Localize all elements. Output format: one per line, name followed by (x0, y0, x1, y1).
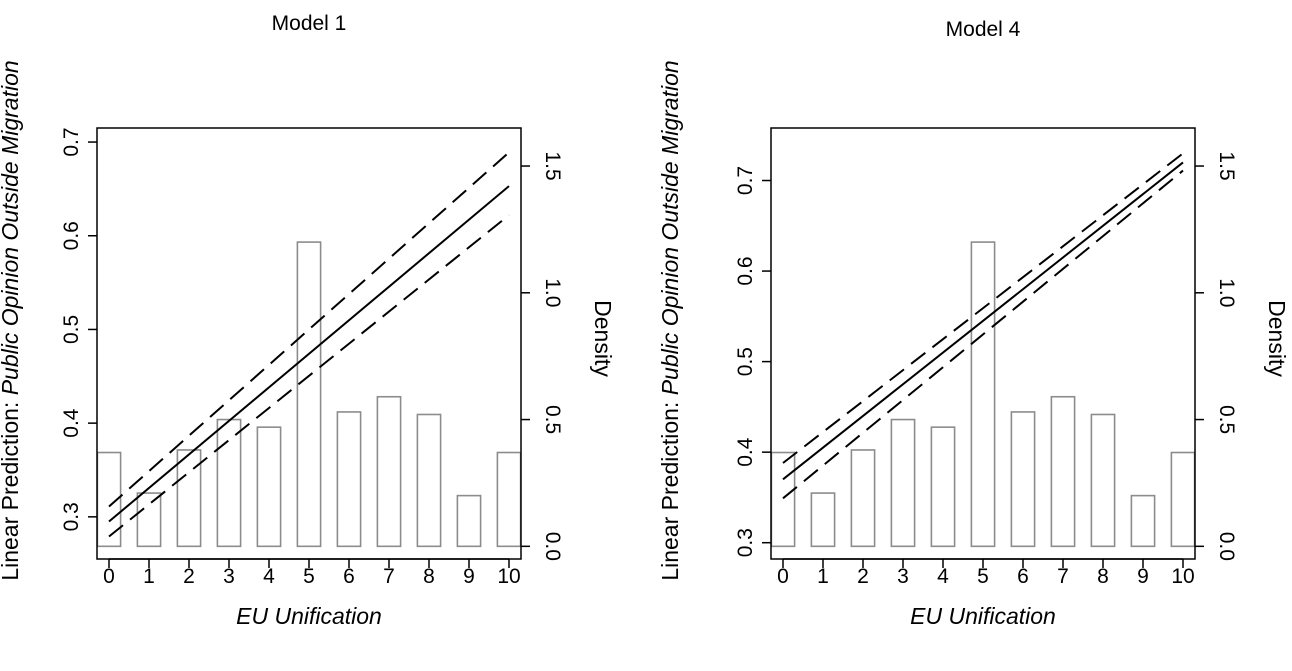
chart-title: Model 1 (272, 12, 347, 35)
x-tick-label: 4 (263, 565, 275, 588)
x-tick-label: 6 (343, 565, 355, 588)
x-tick-label: 6 (1017, 565, 1029, 588)
density-bar (850, 449, 876, 548)
chart-panel-1: 0 1 2 3 4 5 6 7 8 9 10 0.3 0.4 0.5 0.6 0.7 0.0 0.5 1.0 1.5 M… (0, 12, 616, 629)
y2-tick-label: 1.0 (541, 278, 564, 307)
x-tick-label: 9 (463, 565, 475, 588)
x-tick-label: 10 (497, 565, 520, 588)
y-tick-label: 0.3 (60, 502, 83, 531)
density-bar (136, 492, 162, 548)
ci-lower-line (782, 169, 1184, 500)
x-tick-label: 0 (103, 565, 115, 588)
y-tick-label: 0.4 (60, 408, 83, 438)
y-axis-label-prefix: Linear Prediction: (657, 395, 683, 580)
density-bar (970, 241, 996, 548)
x-tick-label: 7 (383, 565, 395, 588)
density-bar (890, 418, 916, 548)
y-axis-label: Linear Prediction: Public Opinion Outsid… (657, 60, 683, 580)
chart-panel-2: 0 1 2 3 4 5 6 7 8 9 10 0.3 0.4 0.5 0.6 0.7 0.0 0.5 1.0 1.5 M… (657, 18, 1290, 629)
y2-tick-label: 1.5 (541, 151, 564, 180)
y2-tick-label: 1.0 (1215, 278, 1238, 307)
density-bar (376, 395, 402, 548)
y-tick-label: 0.5 (60, 315, 83, 344)
density-bar (416, 413, 442, 548)
density-bar (456, 494, 482, 548)
y2-axis-label: Density (1264, 300, 1290, 377)
x-tick-label: 5 (977, 565, 989, 588)
density-bar (296, 241, 322, 548)
y-tick-label: 0.6 (60, 221, 83, 250)
x-tick-label: 0 (777, 565, 789, 588)
x-tick-label: 8 (423, 565, 435, 588)
x-axis-label: EU Unification (236, 603, 382, 629)
y-tick-label: 0.7 (60, 127, 83, 156)
density-bar (216, 418, 242, 548)
density-bar (770, 451, 796, 548)
density-bar (1090, 413, 1116, 548)
ci-upper-line (108, 151, 510, 508)
x-tick-label: 8 (1097, 565, 1109, 588)
density-bar (1050, 395, 1076, 548)
density-bar (336, 411, 362, 548)
y2-tick-label: 0.0 (1215, 532, 1238, 561)
y-tick-label: 0.7 (734, 166, 757, 195)
y-tick-label: 0.5 (734, 347, 757, 376)
y-tick-label: 0.3 (734, 528, 757, 557)
x-tick-label: 2 (857, 565, 869, 588)
density-bar (1170, 451, 1196, 548)
y-tick-label: 0.6 (734, 256, 757, 285)
x-tick-label: 4 (937, 565, 949, 588)
density-bar (930, 426, 956, 548)
x-tick-label: 1 (817, 565, 829, 588)
x-tick-label: 10 (1171, 565, 1194, 588)
y-axis-label-italic: Public Opinion Outside Migration (0, 60, 23, 395)
x-tick-label: 7 (1057, 565, 1069, 588)
x-tick-label: 5 (303, 565, 315, 588)
ci-upper-line (782, 152, 1184, 464)
prediction-line (782, 161, 1184, 481)
density-bar (1130, 494, 1156, 548)
ci-lower-line (108, 214, 510, 538)
density-bar (1010, 411, 1036, 548)
x-tick-label: 3 (897, 565, 909, 588)
y-axis-label-prefix: Linear Prediction: (0, 395, 23, 580)
y2-tick-label: 0.5 (1215, 405, 1238, 434)
x-tick-label: 2 (183, 565, 195, 588)
density-bar (810, 492, 836, 548)
chart-title: Model 4 (946, 18, 1021, 41)
y-tick-label: 0.4 (734, 437, 757, 467)
x-tick-label: 1 (143, 565, 155, 588)
y2-tick-label: 1.5 (1215, 151, 1238, 180)
x-axis-label: EU Unification (910, 603, 1056, 629)
y-axis-label-italic: Public Opinion Outside Migration (657, 60, 683, 395)
y2-tick-label: 0.0 (541, 532, 564, 561)
y2-axis-label: Density (590, 300, 616, 377)
density-bar (496, 451, 522, 548)
x-tick-label: 3 (223, 565, 235, 588)
prediction-line (108, 185, 510, 523)
y-axis-label: Linear Prediction: Public Opinion Outsid… (0, 60, 23, 580)
density-bar (176, 449, 202, 548)
y2-tick-label: 0.5 (541, 405, 564, 434)
density-bar (256, 426, 282, 548)
x-tick-label: 9 (1137, 565, 1149, 588)
